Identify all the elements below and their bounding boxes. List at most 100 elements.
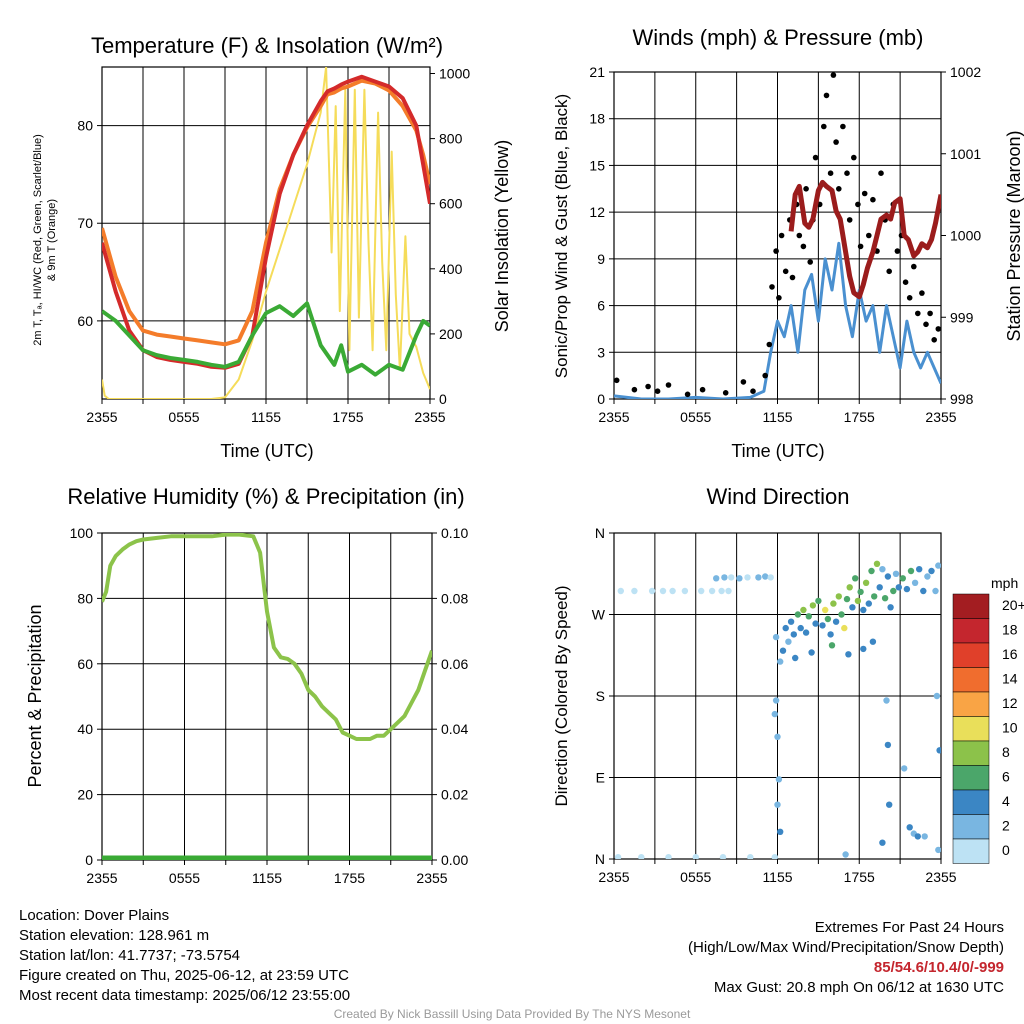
pressure-line [788,179,941,300]
winds-ytick-label: 15 [589,157,605,173]
gust-point [773,248,779,254]
colorbar-swatch [952,667,990,693]
colorbar-swatch [952,716,990,742]
direction-point [901,765,908,772]
humidity-y2tick-label: 0.04 [441,721,468,737]
direction-point [721,574,728,581]
temperature-xtick-label: 1155 [251,409,281,425]
direction-point [827,631,834,638]
direction-point [809,602,817,609]
direction-point [841,624,848,632]
direction-point [936,747,941,754]
direction-point [815,597,822,605]
gust-point [915,310,921,317]
insolation-line [102,67,430,399]
humidity-line [102,533,432,741]
direction-point [736,575,743,582]
temperature-y2tick-label: 800 [439,131,463,147]
direction-point [819,622,826,629]
direction-point [665,854,672,859]
direction-point [924,573,931,580]
direction-point [790,631,797,638]
temperature-xtick-label: 1755 [332,409,363,425]
gust-point [846,217,853,223]
direction-point [854,597,862,605]
temperature-y2tick-label: 0 [439,391,447,407]
temperature-series [102,67,430,399]
direction-point [638,854,645,859]
temperature-y2tick-label: 600 [439,196,463,212]
direction-point [648,587,656,595]
direction-point [728,574,735,581]
humidity-y2tick-label: 0.02 [441,787,468,803]
direction-point [835,593,842,600]
gust-point [684,391,691,398]
colorbar-label: 2 [1002,818,1010,834]
gust-point [886,268,892,275]
gust-point [769,284,775,290]
temperature-y2tick-label: 200 [439,326,463,342]
winds-xtick-label: 2355 [598,409,629,425]
gust-point [911,263,917,270]
gust-point [654,388,661,395]
direction-ytick-label: N [595,851,605,867]
gust-point [631,386,638,393]
colorbar-swatch [952,691,990,717]
gust-point [796,232,803,239]
humidity-y2tick-label: 0.00 [441,852,468,868]
direction-point [920,587,927,595]
direction-point [762,573,769,580]
gust-point [931,337,937,343]
humidity-xtick-label: 1155 [252,870,282,886]
humidity-ylabel: Percent & Precipitation [25,604,45,787]
winds-ytick-label: 0 [597,391,605,407]
direction-point [862,579,870,586]
temperature-panel: Temperature (F) & Insolation (W/m²) Time… [32,33,512,461]
direction-point [884,573,892,580]
direction-point [883,697,890,704]
direction-point [824,615,832,623]
colorbar-label: 6 [1002,769,1010,785]
direction-point [808,649,815,656]
direction-point [708,587,716,595]
direction-point [774,801,781,808]
direction-point [838,611,845,618]
gust-point [878,170,884,176]
direction-xtick-label: 2355 [598,869,629,885]
direction-point [794,611,802,618]
winds-axes: 2355 0555 1155 1755 2355 0 3 6 9 12 15 18 21 998 999 10… [589,64,981,425]
colorbar-swatch [952,740,990,766]
direction-point [876,584,883,591]
extremes-title: Extremes For Past 24 Hours [814,919,1004,936]
gust-point [776,295,782,301]
humidity-series [102,533,432,860]
direction-point [849,604,856,611]
temperature-y2tick-label: 400 [439,261,463,277]
direction-ytick-label: W [592,607,606,623]
winds-xtick-label: 1755 [844,409,875,425]
direction-point [906,824,913,831]
temperature-ytick-label: 70 [77,215,93,231]
gust-point [665,382,672,388]
humidity-axes: 2355 0555 1155 1755 2355 0 20 40 60 80 100 0.00 0.02… [70,525,469,886]
gust-point [927,310,933,317]
direction-series [614,560,941,859]
humidity-ytick-label: 80 [77,590,93,606]
gust-point [906,295,913,301]
colorbar-label: 4 [1002,793,1010,809]
location-text: Location: Dover Plains [19,907,170,924]
winds-ytick-label: 18 [589,111,605,127]
direction-ytick-label: S [596,688,605,704]
direction-point [669,587,676,595]
direction-point [802,629,810,636]
direction-point [828,642,836,649]
direction-point [830,600,837,607]
direction-point [903,585,911,593]
direction-point [771,854,778,859]
gust-point [919,290,925,296]
colorbar-label: 20+ [1002,597,1024,613]
gust-point [830,72,837,78]
direction-point [895,584,902,591]
gust-point [870,196,876,203]
